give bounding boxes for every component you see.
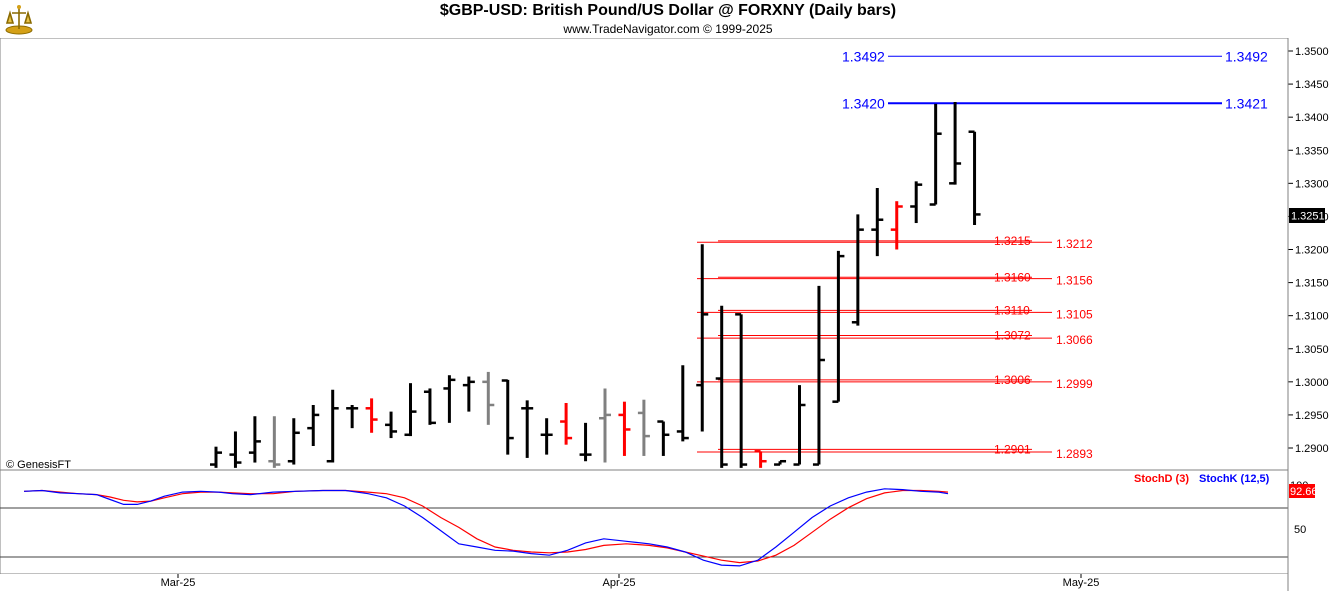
ohlc-bar	[910, 181, 923, 224]
ohlc-bar	[754, 450, 767, 468]
ohlc-bar	[346, 404, 359, 429]
ohlc-bar	[812, 285, 825, 466]
ohlc-bar	[735, 313, 748, 468]
ohlc-bar	[248, 416, 261, 463]
ohlc-bar	[599, 388, 611, 463]
ohlc-bar	[851, 214, 864, 326]
blue-level-right-label: 1.3421	[1225, 95, 1268, 111]
price-axis: 1.35001.34501.34001.33501.33001.32501.32…	[1288, 46, 1329, 455]
ohlc-bar	[968, 130, 981, 226]
red-level-left-label: 1.3072	[994, 329, 1031, 343]
date-axis	[0, 574, 1288, 591]
price-tick-label: 1.3100	[1295, 311, 1329, 323]
ohlc-bar	[229, 431, 242, 468]
chart-subtitle: www.TradeNavigator.com © 1999-2025	[563, 22, 773, 36]
price-pane	[0, 38, 1289, 471]
level-lines: 1.3492 1.3492 1.3420 1.3421 1.3215 1.3212 1.31…	[697, 48, 1268, 461]
red-level-right-label: 1.2893	[1056, 447, 1093, 461]
ohlc-bar	[443, 375, 456, 423]
ohlc-bar	[832, 250, 845, 403]
price-chart[interactable]: 1.35001.34501.34001.33501.33001.32501.32…	[0, 38, 1336, 591]
stochastic-pane	[0, 469, 1289, 575]
blue-level-left-label: 1.3492	[842, 48, 885, 64]
ohlc-bar	[482, 371, 495, 425]
red-level-right-label: 1.3156	[1056, 274, 1093, 288]
stochd-legend: StochD (3)	[1134, 473, 1189, 485]
red-level-left-label: 1.3006	[994, 373, 1031, 387]
ohlc-bar	[326, 389, 339, 463]
ohlc-bar	[521, 400, 534, 458]
ohlc-bar	[462, 376, 475, 412]
blue-level-right-label: 1.3492	[1225, 48, 1268, 64]
red-level-left-label: 1.3160	[994, 270, 1031, 284]
price-tick-label: 1.3050	[1295, 344, 1329, 356]
ohlc-bar	[676, 365, 689, 442]
last-price-tag: 1.3251	[1289, 208, 1325, 223]
ohlc-bar	[890, 201, 903, 250]
last-price-label: 1.3251	[1291, 211, 1325, 223]
stoch-tick-50: 50	[1294, 524, 1306, 536]
stochk-line	[23, 488, 949, 567]
price-tick-label: 1.3350	[1295, 145, 1329, 157]
ohlc-bar	[871, 187, 884, 257]
blue-level-left-label: 1.3420	[842, 95, 885, 111]
stochd-line	[23, 489, 949, 564]
date-tick-label: Mar-25	[161, 577, 196, 589]
date-tick-label: May-25	[1063, 577, 1100, 589]
red-level-right-label: 1.3105	[1056, 307, 1093, 321]
chart-title: $GBP-USD: British Pound/US Dollar @ FORX…	[439, 2, 897, 19]
price-tick-label: 1.3450	[1295, 79, 1329, 91]
ohlc-bar	[715, 305, 728, 468]
ohlc-bar	[210, 446, 222, 468]
red-level-left-label: 1.3215	[994, 234, 1031, 248]
stochk-legend: StochK (12,5)	[1199, 473, 1270, 485]
price-tick-label: 1.3300	[1295, 178, 1329, 190]
ohlc-bar	[268, 416, 281, 468]
date-tick-label: Apr-25	[602, 577, 635, 589]
ohlc-bar	[637, 399, 650, 456]
ohlc-bar	[949, 101, 962, 185]
stochastic-lines	[23, 488, 949, 567]
stoch-last-tag: 92.66	[1289, 484, 1318, 498]
red-level-right-label: 1.3066	[1056, 333, 1093, 347]
price-tick-label: 1.3150	[1295, 278, 1329, 290]
red-level-left-label: 1.2901	[994, 442, 1031, 456]
ohlc-bar	[385, 411, 398, 439]
watermark-text: © GenesisFT	[6, 459, 71, 471]
price-tick-label: 1.3200	[1295, 245, 1329, 257]
red-level-left-label: 1.3110	[994, 303, 1030, 317]
price-tick-label: 1.3000	[1295, 377, 1329, 389]
red-level-right-label: 1.2999	[1056, 377, 1093, 391]
date-axis-ticks: Mar-25 Apr-25 May-25	[161, 574, 1100, 589]
price-tick-label: 1.3400	[1295, 112, 1329, 124]
ohlc-bar	[579, 422, 592, 462]
ohlc-bars	[210, 101, 981, 468]
ohlc-bar	[774, 459, 787, 466]
chart-header: $GBP-USD: British Pound/US Dollar @ FORX…	[0, 0, 1336, 38]
price-tick-label: 1.3500	[1295, 46, 1329, 58]
red-level-right-label: 1.3212	[1056, 237, 1093, 251]
ohlc-bar	[540, 418, 553, 455]
price-tick-label: 1.2900	[1295, 443, 1329, 455]
stoch-last-value: 92.66	[1290, 486, 1318, 498]
ohlc-bar	[307, 404, 320, 447]
ohlc-bar	[793, 385, 806, 466]
tradenavigator-logo-icon	[5, 5, 33, 35]
ohlc-bar	[423, 388, 436, 425]
ohlc-bar	[287, 418, 300, 465]
ohlc-bar	[657, 420, 670, 456]
ohlc-bar	[404, 383, 417, 437]
ohlc-bar	[365, 398, 378, 433]
ohlc-bar	[618, 401, 631, 456]
price-tick-label: 1.2950	[1295, 410, 1329, 422]
ohlc-bar	[501, 379, 514, 455]
ohlc-bar	[696, 244, 709, 432]
ohlc-bar	[929, 103, 942, 206]
ohlc-bar	[560, 403, 573, 445]
